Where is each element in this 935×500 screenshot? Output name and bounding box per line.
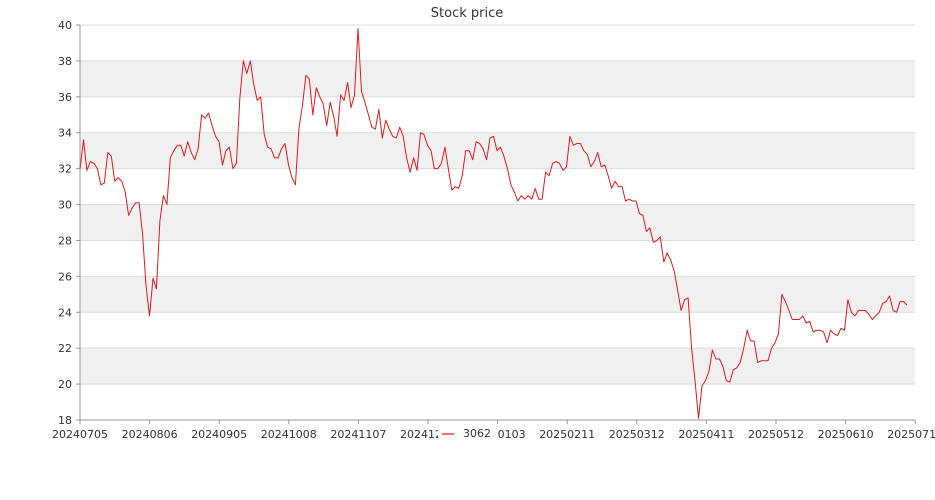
x-tick-label: 20240905 bbox=[191, 428, 247, 441]
x-tick-label: 20240806 bbox=[122, 428, 178, 441]
y-tick-label: 38 bbox=[58, 55, 72, 68]
y-tick-label: 40 bbox=[58, 19, 72, 32]
y-tick-label: 18 bbox=[58, 414, 72, 427]
y-tick-label: 26 bbox=[58, 270, 72, 283]
grid-band bbox=[80, 204, 915, 241]
chart-title: Stock price bbox=[431, 6, 503, 21]
x-tick-label: 20250710 bbox=[887, 428, 935, 441]
gridlines bbox=[80, 24, 915, 421]
x-tick-label: 20250610 bbox=[818, 428, 874, 441]
legend-label: 3062 bbox=[463, 427, 491, 440]
y-tick-label: 22 bbox=[58, 342, 72, 355]
y-tick-label: 36 bbox=[58, 91, 72, 104]
x-tick-label: 20240705 bbox=[52, 428, 108, 441]
y-tick-label: 32 bbox=[58, 163, 72, 176]
y-tick-label: 34 bbox=[58, 127, 72, 140]
y-tick-label: 20 bbox=[58, 378, 72, 391]
legend-background bbox=[438, 425, 498, 441]
y-tick-label: 30 bbox=[58, 199, 72, 212]
grid-bands bbox=[80, 60, 915, 385]
x-tick-label: 20250512 bbox=[748, 428, 804, 441]
x-tick-label: 20250411 bbox=[678, 428, 734, 441]
grid-band bbox=[80, 276, 915, 313]
series-group bbox=[79, 28, 908, 419]
x-tick-label: 20250211 bbox=[539, 428, 595, 441]
series-line-3062 bbox=[79, 28, 908, 419]
y-tick-label: 28 bbox=[58, 234, 72, 247]
y-axis-ticks: 18 20 22 24 26 28 30 32 34 36 38 40 bbox=[58, 19, 80, 427]
x-tick-label: 20241008 bbox=[261, 428, 317, 441]
x-tick-label: 20250312 bbox=[609, 428, 665, 441]
legend: 3062 bbox=[438, 425, 498, 441]
y-tick-label: 24 bbox=[58, 306, 72, 319]
grid-band bbox=[80, 60, 915, 97]
grid-band bbox=[80, 348, 915, 385]
x-tick-label: 20241107 bbox=[330, 428, 386, 441]
